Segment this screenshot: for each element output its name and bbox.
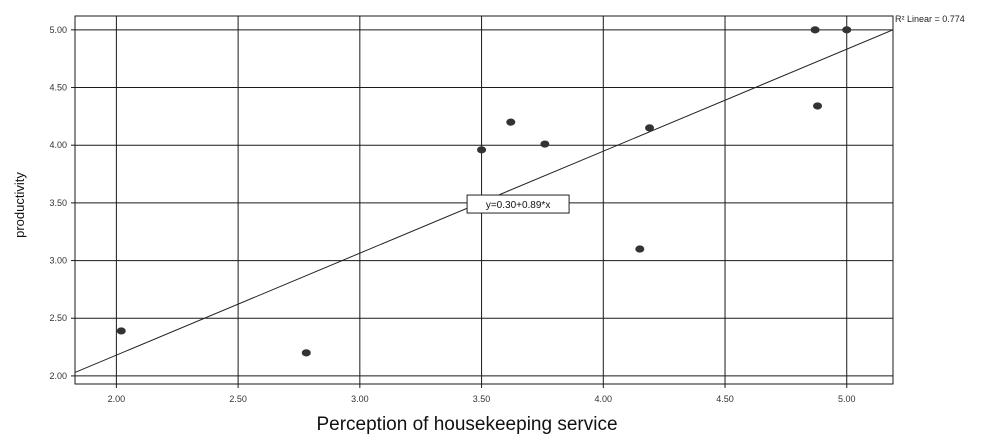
- x-tick-label: 4.00: [595, 394, 613, 404]
- data-point: [506, 118, 516, 126]
- r-squared-label: R² Linear = 0.774: [895, 14, 965, 24]
- plot-frame: [74, 15, 894, 385]
- y-tick-labels: 2.00 2.50 3.00 3.50 4.00 4.50 5.00: [49, 25, 67, 381]
- data-point: [477, 146, 487, 154]
- x-tick-labels: 2.00 2.50 3.00 3.50 4.00 4.50 5.00: [108, 394, 856, 404]
- x-axis-title: Perception of housekeeping service: [316, 414, 617, 435]
- y-tick-label: 4.00: [49, 140, 67, 150]
- data-point: [540, 140, 550, 148]
- y-tick-label: 5.00: [49, 25, 67, 35]
- x-tick-label: 4.50: [716, 394, 734, 404]
- y-tick-label: 4.50: [49, 83, 67, 93]
- data-point: [813, 102, 823, 110]
- data-point: [116, 327, 126, 335]
- y-tick-label: 2.50: [49, 313, 67, 323]
- y-tick-label: 3.50: [49, 198, 67, 208]
- plot-border: [74, 15, 894, 385]
- x-tick-label: 2.00: [108, 394, 126, 404]
- grid: [71, 16, 893, 388]
- data-point: [645, 124, 655, 132]
- y-tick-label: 3.00: [49, 256, 67, 266]
- annotations: R² Linear = 0.774 y=0.30+0.89*x Percepti…: [12, 14, 965, 435]
- x-tick-label: 3.00: [351, 394, 369, 404]
- data-point: [810, 26, 820, 34]
- data-points: [116, 26, 852, 357]
- equation-box: [466, 194, 570, 214]
- y-axis-title: productivity: [12, 172, 27, 238]
- data-point: [301, 349, 311, 357]
- x-tick-label: 5.00: [838, 394, 856, 404]
- x-tick-label: 3.50: [473, 394, 491, 404]
- y-tick-label: 2.00: [49, 371, 67, 381]
- x-tick-label: 2.50: [229, 394, 247, 404]
- fit-equation-label: y=0.30+0.89*x: [486, 200, 551, 211]
- data-point: [635, 245, 645, 253]
- data-point: [842, 26, 852, 34]
